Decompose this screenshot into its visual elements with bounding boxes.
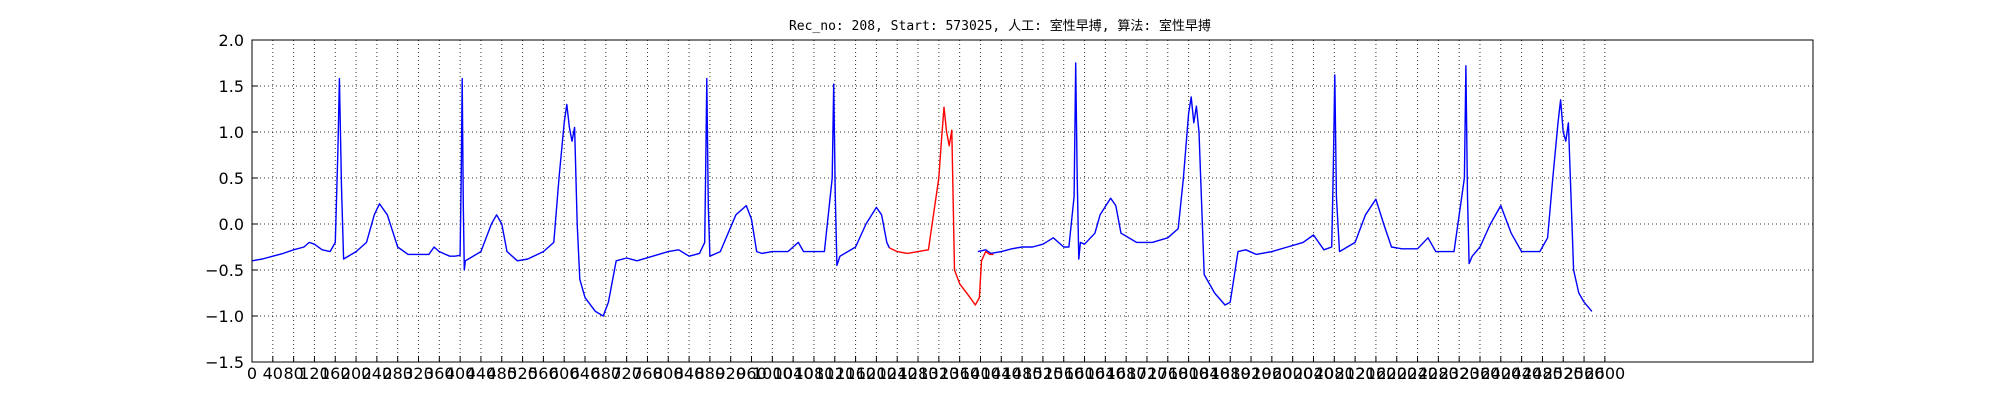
y-tick-label: 0.5 (219, 169, 244, 188)
x-tick-label: 40 (263, 364, 283, 383)
x-tick-label: 80 (283, 364, 303, 383)
x-tick-label: 2400 (1480, 364, 1521, 383)
x-tick-label: 1680 (1106, 364, 1147, 383)
x-tick-label: 1520 (1023, 364, 1064, 383)
x-tick-label: 480 (486, 364, 517, 383)
y-tick-label: −0.5 (205, 261, 244, 280)
x-tick-label: 280 (382, 364, 413, 383)
x-tick-label: 800 (653, 364, 684, 383)
x-tick-label: 1720 (1127, 364, 1168, 383)
x-tick-label: 1160 (835, 364, 876, 383)
x-tick-label: 960 (736, 364, 767, 383)
y-tick-label: 1.0 (219, 123, 244, 142)
x-tick-label: 1960 (1251, 364, 1292, 383)
x-tick-label: 2520 (1543, 364, 1584, 383)
x-tick-label: 1360 (939, 364, 980, 383)
x-tick-label: 760 (632, 364, 663, 383)
x-tick-label: 520 (507, 364, 538, 383)
x-tick-label: 2560 (1564, 364, 1605, 383)
x-tick-label: 320 (403, 364, 434, 383)
x-axis: 0 40 8012016020024028032036040044048052056… (247, 356, 1625, 383)
x-tick-label: 680 (591, 364, 622, 383)
chart-title: Rec_no: 208, Start: 573025, 人工: 室性早搏, 算法… (789, 18, 1211, 34)
x-tick-label: 1040 (773, 364, 814, 383)
x-tick-label: 400 (445, 364, 476, 383)
x-tick-label: 360 (424, 364, 455, 383)
x-tick-label: 1640 (1085, 364, 1126, 383)
x-tick-label: 2280 (1418, 364, 1459, 383)
ecg-trace-segment (251, 77, 891, 317)
x-tick-label: 2480 (1522, 364, 1563, 383)
x-tick-label: 880 (695, 364, 726, 383)
x-tick-label: 2240 (1397, 364, 1438, 383)
x-tick-label: 720 (611, 364, 642, 383)
x-tick-label: 1920 (1231, 364, 1272, 383)
x-tick-label: 1840 (1189, 364, 1230, 383)
x-tick-label: 600 (549, 364, 580, 383)
y-tick-label: 1.5 (219, 77, 244, 96)
x-tick-label: 2160 (1356, 364, 1397, 383)
x-tick-label: 440 (466, 364, 497, 383)
x-tick-label: 1120 (814, 364, 855, 383)
x-tick-label: 200 (341, 364, 372, 383)
x-tick-label: 840 (674, 364, 705, 383)
x-tick-label: 0 (247, 364, 257, 383)
x-tick-label: 2440 (1501, 364, 1542, 383)
x-tick-label: 1880 (1210, 364, 1251, 383)
x-tick-label: 1280 (898, 364, 939, 383)
x-tick-label: 2600 (1585, 364, 1626, 383)
x-tick-label: 1200 (856, 364, 897, 383)
x-tick-label: 160 (320, 364, 351, 383)
x-tick-label: 1240 (877, 364, 918, 383)
x-tick-label: 1080 (794, 364, 835, 383)
x-tick-label: 120 (299, 364, 330, 383)
x-tick-label: 240 (362, 364, 393, 383)
x-tick-label: 1800 (1168, 364, 1209, 383)
x-tick-label: 1600 (1064, 364, 1105, 383)
y-tick-label: −1.0 (205, 307, 244, 326)
x-tick-label: 640 (570, 364, 601, 383)
y-tick-label: 2.0 (219, 31, 244, 50)
x-tick-label: 560 (528, 364, 559, 383)
y-axis: −1.5 −1.0 −0.5 0.0 0.5 1.0 1.5 2.0 (205, 31, 258, 372)
series-layer (251, 62, 1593, 317)
x-tick-label: 1000 (752, 364, 793, 383)
x-tick-label: 1400 (960, 364, 1001, 383)
x-tick-label: 1320 (918, 364, 959, 383)
x-tick-label: 2200 (1376, 364, 1417, 383)
grid-layer (251, 39, 1813, 363)
x-tick-label: 2320 (1439, 364, 1480, 383)
x-tick-label: 1560 (1043, 364, 1084, 383)
x-tick-label: 2040 (1293, 364, 1334, 383)
plot-frame (251, 39, 1814, 363)
ecg-trace-segment (889, 106, 994, 306)
x-tick-label: 920 (715, 364, 746, 383)
x-tick-label: 2000 (1272, 364, 1313, 383)
y-tick-label: 0.0 (219, 215, 244, 234)
y-tick-label: −1.5 (205, 353, 244, 372)
x-tick-label: 1480 (1002, 364, 1043, 383)
x-tick-label: 2120 (1335, 364, 1376, 383)
x-tick-label: 2080 (1314, 364, 1355, 383)
x-tick-label: 2360 (1460, 364, 1501, 383)
ecg-trace-segment (977, 62, 1593, 312)
x-tick-label: 1760 (1147, 364, 1188, 383)
x-tick-label: 1440 (981, 364, 1022, 383)
